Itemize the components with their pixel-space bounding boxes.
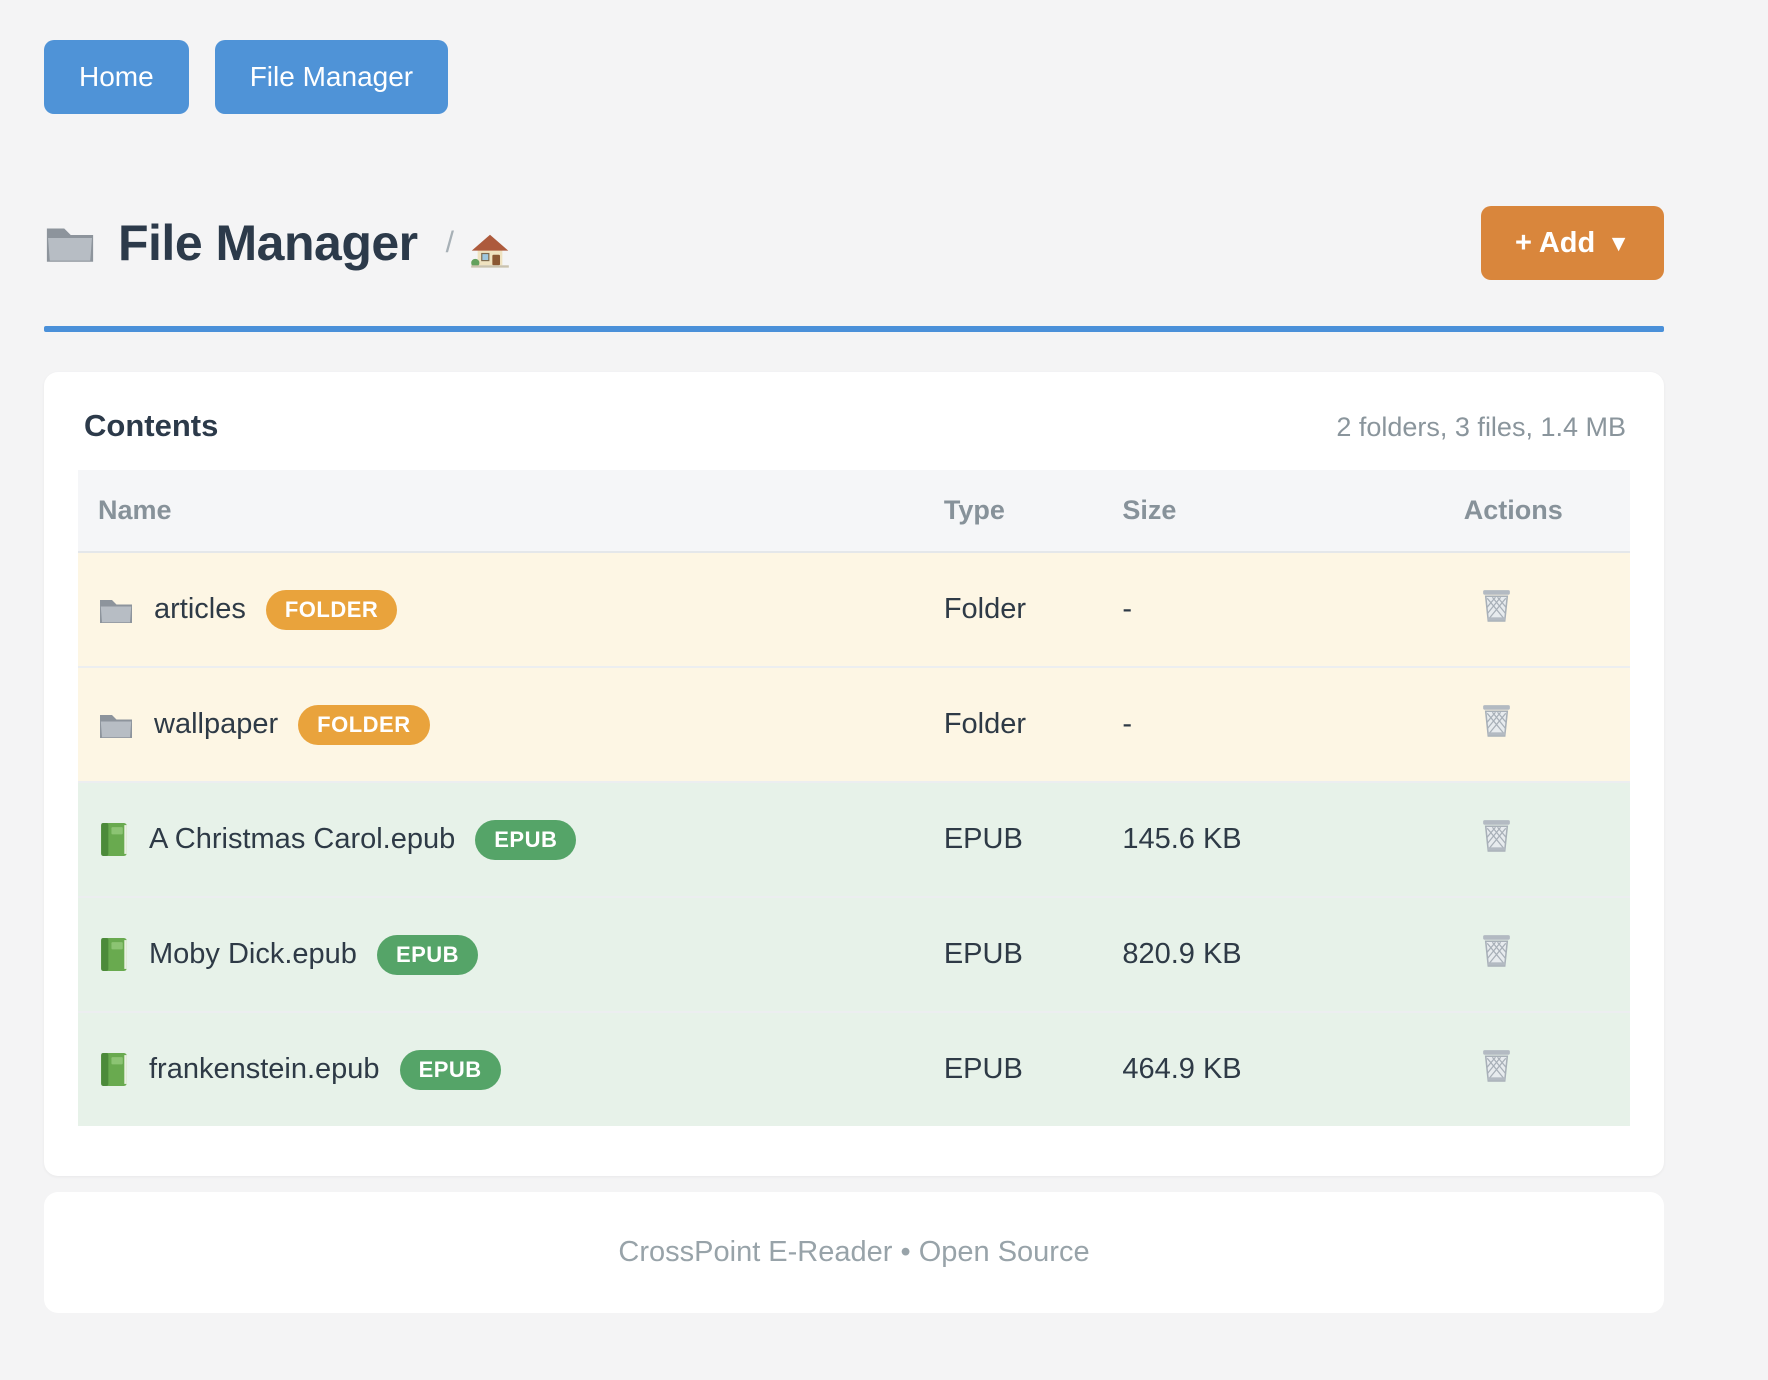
delete-button[interactable] (1480, 1047, 1513, 1084)
file-name[interactable]: articles (154, 593, 246, 625)
file-type: Folder (923, 551, 1103, 667)
file-type: Folder (923, 666, 1103, 782)
wastebasket-icon (1482, 1049, 1511, 1082)
epub-book-icon (101, 823, 127, 856)
nav-file-manager-button[interactable]: File Manager (214, 40, 449, 114)
wastebasket-icon (1482, 589, 1511, 622)
table-row: frankenstein.epub EPUB EPUB 464.9 KB (78, 1011, 1630, 1126)
table-header: Name Type Size Actions (78, 470, 1630, 552)
column-header-size: Size (1102, 470, 1444, 552)
contents-summary: 2 folders, 3 files, 1.4 MB (1336, 412, 1626, 442)
table-row: articles FOLDER Folder - (78, 551, 1630, 667)
page-title: File Manager (118, 215, 418, 271)
folder-icon (100, 599, 132, 623)
file-type: EPUB (923, 1011, 1103, 1126)
file-size: - (1102, 666, 1444, 782)
contents-card-header: Contents 2 folders, 3 files, 1.4 MB (78, 408, 1630, 444)
top-nav: Home File Manager (44, 40, 1664, 114)
add-button[interactable]: + Add ▼ (1480, 206, 1664, 280)
file-size: 464.9 KB (1102, 1011, 1444, 1126)
title-wrap: File Manager / (44, 214, 510, 272)
contents-card: Contents 2 folders, 3 files, 1.4 MB Name… (44, 372, 1664, 1176)
file-type: EPUB (923, 896, 1103, 1012)
file-name[interactable]: frankenstein.epub (149, 1053, 380, 1085)
file-name[interactable]: A Christmas Carol.epub (149, 823, 456, 855)
file-size: 820.9 KB (1102, 896, 1444, 1012)
page-content: Home File Manager File Manager / + Add ▼… (44, 40, 1664, 1313)
table-row: wallpaper FOLDER Folder - (78, 666, 1630, 782)
file-type: EPUB (923, 781, 1103, 897)
footer-text: CrossPoint E-Reader • Open Source (618, 1236, 1090, 1268)
delete-button[interactable] (1480, 587, 1513, 624)
contents-table: Name Type Size Actions articles FOLDER F… (78, 470, 1630, 1126)
file-type-badge: EPUB (399, 1049, 501, 1090)
file-type-badge: FOLDER (265, 589, 398, 630)
house-icon[interactable] (470, 231, 510, 269)
file-name[interactable]: wallpaper (154, 708, 279, 740)
header-rule (44, 326, 1664, 332)
folder-icon (100, 714, 132, 738)
file-size: - (1102, 551, 1444, 667)
delete-button[interactable] (1480, 932, 1513, 969)
page-header: File Manager / + Add ▼ (44, 206, 1664, 280)
column-header-name: Name (78, 470, 924, 552)
file-type-badge: EPUB (376, 934, 479, 975)
epub-book-icon (101, 938, 127, 971)
column-header-type: Type (923, 470, 1103, 552)
file-size: 145.6 KB (1102, 781, 1444, 897)
table-row: Moby Dick.epub EPUB EPUB 820.9 KB (78, 896, 1630, 1012)
file-type-badge: EPUB (475, 819, 577, 860)
file-name[interactable]: Moby Dick.epub (149, 938, 357, 970)
wastebasket-icon (1482, 819, 1511, 852)
folder-icon (46, 228, 94, 262)
wastebasket-icon (1482, 934, 1511, 967)
epub-book-icon (101, 1053, 127, 1086)
delete-button[interactable] (1480, 817, 1513, 854)
footer: CrossPoint E-Reader • Open Source (44, 1192, 1664, 1313)
file-type-badge: FOLDER (298, 704, 430, 745)
nav-home-button[interactable]: Home (44, 40, 189, 114)
delete-button[interactable] (1480, 702, 1513, 739)
wastebasket-icon (1482, 704, 1511, 737)
add-button-label: + Add (1514, 227, 1596, 259)
table-row: A Christmas Carol.epub EPUB EPUB 145.6 K… (78, 781, 1630, 897)
contents-title: Contents (84, 408, 219, 443)
chevron-down-icon: ▼ (1607, 230, 1630, 256)
file-table-body: articles FOLDER Folder - wallpaper FOLDE… (78, 551, 1630, 1126)
column-header-actions: Actions (1443, 470, 1630, 552)
breadcrumb-separator: / (445, 226, 454, 259)
